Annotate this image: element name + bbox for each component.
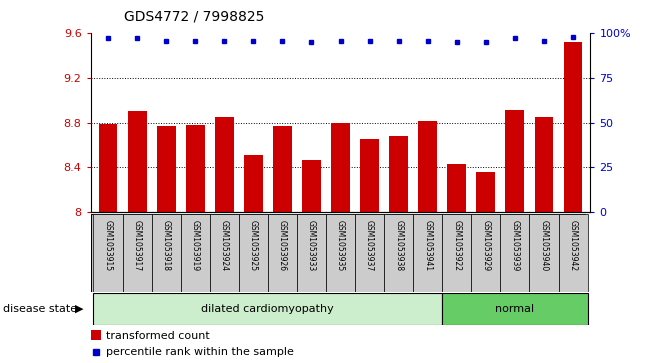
Text: GDS4772 / 7998825: GDS4772 / 7998825 [124,9,264,23]
Text: dilated cardiomyopathy: dilated cardiomyopathy [201,304,334,314]
Text: GSM1053924: GSM1053924 [220,220,229,271]
Bar [215,117,234,212]
Bar [360,139,379,212]
Text: GSM1053915: GSM1053915 [103,220,113,271]
Bar [123,214,152,292]
Text: GSM1053917: GSM1053917 [133,220,142,271]
Bar [302,160,321,212]
Bar [384,214,413,292]
Bar [471,214,501,292]
Text: GSM1053941: GSM1053941 [423,220,432,271]
Bar [186,125,205,212]
Text: GSM1053935: GSM1053935 [336,220,345,271]
Bar [244,155,263,212]
Bar [180,214,210,292]
Bar [268,214,297,292]
Bar [93,214,123,292]
Bar [91,330,101,340]
Bar [326,214,355,292]
Text: GSM1053940: GSM1053940 [539,220,548,271]
Text: GSM1053925: GSM1053925 [249,220,258,271]
Bar [558,214,588,292]
Bar [157,126,176,212]
Text: GSM1053929: GSM1053929 [481,220,491,271]
Bar [501,214,529,292]
Text: ▶: ▶ [75,304,83,314]
Text: GSM1053939: GSM1053939 [511,220,519,271]
Text: GSM1053918: GSM1053918 [162,220,170,271]
Bar [535,117,554,212]
Text: GSM1053919: GSM1053919 [191,220,200,271]
Bar [418,121,437,212]
Text: percentile rank within the sample: percentile rank within the sample [105,347,293,357]
Bar [239,214,268,292]
Bar [529,214,558,292]
Bar [210,214,239,292]
Bar [442,214,471,292]
Text: disease state: disease state [3,304,77,314]
Text: GSM1053937: GSM1053937 [365,220,374,271]
Bar [505,110,524,212]
Text: GSM1053938: GSM1053938 [394,220,403,271]
Bar [448,164,466,212]
Bar [273,126,292,212]
Text: GSM1053926: GSM1053926 [278,220,287,271]
Text: transformed count: transformed count [105,331,209,341]
Bar [99,124,117,212]
Bar [476,172,495,212]
Bar [442,293,588,325]
Text: GSM1053922: GSM1053922 [452,220,461,271]
Bar [297,214,326,292]
Bar [413,214,442,292]
Bar [389,136,408,212]
Bar [331,122,350,212]
Text: GSM1053933: GSM1053933 [307,220,316,271]
Bar [93,293,442,325]
Text: GSM1053942: GSM1053942 [568,220,578,271]
Bar [152,214,180,292]
Bar [127,111,146,212]
Text: normal: normal [495,304,535,314]
Bar [564,42,582,212]
Bar [355,214,384,292]
